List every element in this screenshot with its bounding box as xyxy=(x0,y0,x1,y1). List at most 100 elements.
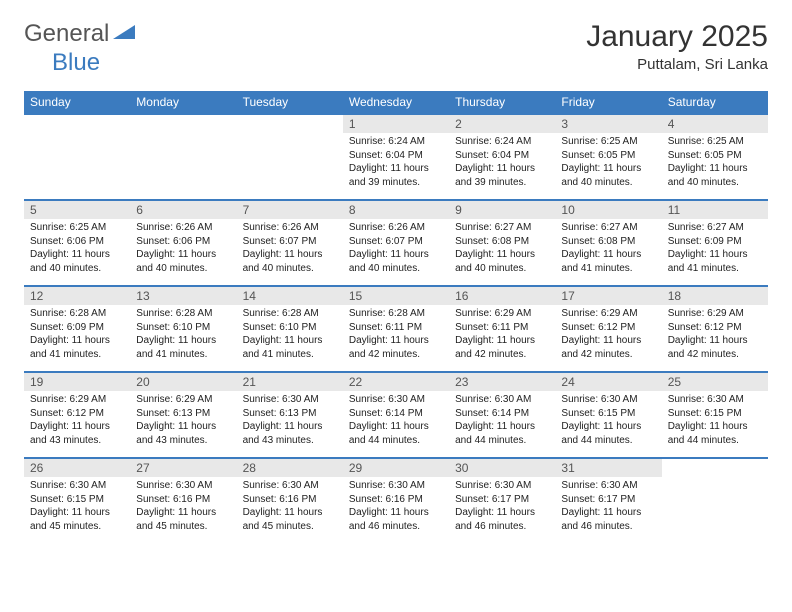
day-details: Sunrise: 6:30 AMSunset: 6:15 PMDaylight:… xyxy=(555,391,661,451)
day-details: Sunrise: 6:30 AMSunset: 6:14 PMDaylight:… xyxy=(343,391,449,451)
column-header: Sunday xyxy=(24,91,130,114)
day-details: Sunrise: 6:24 AMSunset: 6:04 PMDaylight:… xyxy=(343,133,449,193)
calendar-day-cell xyxy=(237,114,343,200)
day-number: 18 xyxy=(662,287,768,305)
calendar-day-cell xyxy=(662,458,768,544)
calendar-day-cell: 7Sunrise: 6:26 AMSunset: 6:07 PMDaylight… xyxy=(237,200,343,286)
calendar-day-cell: 5Sunrise: 6:25 AMSunset: 6:06 PMDaylight… xyxy=(24,200,130,286)
day-number: 29 xyxy=(343,459,449,477)
day-number: 26 xyxy=(24,459,130,477)
calendar-day-cell: 12Sunrise: 6:28 AMSunset: 6:09 PMDayligh… xyxy=(24,286,130,372)
day-details: Sunrise: 6:28 AMSunset: 6:11 PMDaylight:… xyxy=(343,305,449,365)
column-header: Tuesday xyxy=(237,91,343,114)
day-number: 25 xyxy=(662,373,768,391)
day-details: Sunrise: 6:28 AMSunset: 6:09 PMDaylight:… xyxy=(24,305,130,365)
day-details: Sunrise: 6:27 AMSunset: 6:08 PMDaylight:… xyxy=(555,219,661,279)
column-header: Saturday xyxy=(662,91,768,114)
logo-triangle-icon xyxy=(113,23,135,46)
day-details: Sunrise: 6:29 AMSunset: 6:13 PMDaylight:… xyxy=(130,391,236,451)
logo-text-blue: Blue xyxy=(52,49,100,76)
day-details: Sunrise: 6:26 AMSunset: 6:07 PMDaylight:… xyxy=(343,219,449,279)
calendar-day-cell: 18Sunrise: 6:29 AMSunset: 6:12 PMDayligh… xyxy=(662,286,768,372)
calendar-day-cell: 22Sunrise: 6:30 AMSunset: 6:14 PMDayligh… xyxy=(343,372,449,458)
calendar-day-cell: 28Sunrise: 6:30 AMSunset: 6:16 PMDayligh… xyxy=(237,458,343,544)
day-details: Sunrise: 6:25 AMSunset: 6:05 PMDaylight:… xyxy=(662,133,768,193)
logo: General xyxy=(24,20,137,48)
day-number: 27 xyxy=(130,459,236,477)
location-subtitle: Puttalam, Sri Lanka xyxy=(586,56,768,73)
day-details: Sunrise: 6:29 AMSunset: 6:11 PMDaylight:… xyxy=(449,305,555,365)
column-header: Monday xyxy=(130,91,236,114)
column-header: Friday xyxy=(555,91,661,114)
day-number: 30 xyxy=(449,459,555,477)
calendar-day-cell: 31Sunrise: 6:30 AMSunset: 6:17 PMDayligh… xyxy=(555,458,661,544)
day-number: 22 xyxy=(343,373,449,391)
day-number: 19 xyxy=(24,373,130,391)
day-number: 13 xyxy=(130,287,236,305)
day-details: Sunrise: 6:28 AMSunset: 6:10 PMDaylight:… xyxy=(130,305,236,365)
day-details: Sunrise: 6:27 AMSunset: 6:08 PMDaylight:… xyxy=(449,219,555,279)
day-details: Sunrise: 6:30 AMSunset: 6:15 PMDaylight:… xyxy=(24,477,130,537)
calendar-day-cell: 15Sunrise: 6:28 AMSunset: 6:11 PMDayligh… xyxy=(343,286,449,372)
calendar-day-cell: 30Sunrise: 6:30 AMSunset: 6:17 PMDayligh… xyxy=(449,458,555,544)
day-number: 4 xyxy=(662,115,768,133)
day-number: 15 xyxy=(343,287,449,305)
calendar-day-cell: 21Sunrise: 6:30 AMSunset: 6:13 PMDayligh… xyxy=(237,372,343,458)
calendar-week-row: 1Sunrise: 6:24 AMSunset: 6:04 PMDaylight… xyxy=(24,114,768,200)
calendar-day-cell xyxy=(24,114,130,200)
day-number: 14 xyxy=(237,287,343,305)
day-number: 6 xyxy=(130,201,236,219)
day-number: 21 xyxy=(237,373,343,391)
logo-text-general: General xyxy=(24,20,109,48)
calendar-day-cell: 19Sunrise: 6:29 AMSunset: 6:12 PMDayligh… xyxy=(24,372,130,458)
calendar-day-cell xyxy=(130,114,236,200)
calendar-day-cell: 2Sunrise: 6:24 AMSunset: 6:04 PMDaylight… xyxy=(449,114,555,200)
calendar-day-cell: 27Sunrise: 6:30 AMSunset: 6:16 PMDayligh… xyxy=(130,458,236,544)
day-number: 23 xyxy=(449,373,555,391)
day-details: Sunrise: 6:28 AMSunset: 6:10 PMDaylight:… xyxy=(237,305,343,365)
calendar-week-row: 5Sunrise: 6:25 AMSunset: 6:06 PMDaylight… xyxy=(24,200,768,286)
calendar-day-cell: 13Sunrise: 6:28 AMSunset: 6:10 PMDayligh… xyxy=(130,286,236,372)
day-number: 28 xyxy=(237,459,343,477)
calendar-day-cell: 9Sunrise: 6:27 AMSunset: 6:08 PMDaylight… xyxy=(449,200,555,286)
day-number: 20 xyxy=(130,373,236,391)
day-number: 24 xyxy=(555,373,661,391)
day-number: 1 xyxy=(343,115,449,133)
calendar-day-cell: 16Sunrise: 6:29 AMSunset: 6:11 PMDayligh… xyxy=(449,286,555,372)
day-details: Sunrise: 6:24 AMSunset: 6:04 PMDaylight:… xyxy=(449,133,555,193)
day-number: 12 xyxy=(24,287,130,305)
title-block: January 2025 Puttalam, Sri Lanka xyxy=(586,20,768,73)
day-details: Sunrise: 6:29 AMSunset: 6:12 PMDaylight:… xyxy=(555,305,661,365)
day-number: 5 xyxy=(24,201,130,219)
calendar-day-cell: 14Sunrise: 6:28 AMSunset: 6:10 PMDayligh… xyxy=(237,286,343,372)
day-details: Sunrise: 6:25 AMSunset: 6:06 PMDaylight:… xyxy=(24,219,130,279)
calendar-day-cell: 23Sunrise: 6:30 AMSunset: 6:14 PMDayligh… xyxy=(449,372,555,458)
day-details: Sunrise: 6:30 AMSunset: 6:16 PMDaylight:… xyxy=(343,477,449,537)
calendar-day-cell: 10Sunrise: 6:27 AMSunset: 6:08 PMDayligh… xyxy=(555,200,661,286)
calendar-day-cell: 29Sunrise: 6:30 AMSunset: 6:16 PMDayligh… xyxy=(343,458,449,544)
day-number: 11 xyxy=(662,201,768,219)
day-details: Sunrise: 6:26 AMSunset: 6:06 PMDaylight:… xyxy=(130,219,236,279)
day-number: 7 xyxy=(237,201,343,219)
calendar-week-row: 26Sunrise: 6:30 AMSunset: 6:15 PMDayligh… xyxy=(24,458,768,544)
day-details: Sunrise: 6:29 AMSunset: 6:12 PMDaylight:… xyxy=(662,305,768,365)
day-details: Sunrise: 6:26 AMSunset: 6:07 PMDaylight:… xyxy=(237,219,343,279)
day-details: Sunrise: 6:29 AMSunset: 6:12 PMDaylight:… xyxy=(24,391,130,451)
day-details: Sunrise: 6:30 AMSunset: 6:17 PMDaylight:… xyxy=(555,477,661,537)
calendar-day-cell: 8Sunrise: 6:26 AMSunset: 6:07 PMDaylight… xyxy=(343,200,449,286)
calendar-day-cell: 6Sunrise: 6:26 AMSunset: 6:06 PMDaylight… xyxy=(130,200,236,286)
calendar-day-cell: 26Sunrise: 6:30 AMSunset: 6:15 PMDayligh… xyxy=(24,458,130,544)
day-details: Sunrise: 6:30 AMSunset: 6:17 PMDaylight:… xyxy=(449,477,555,537)
day-details: Sunrise: 6:30 AMSunset: 6:16 PMDaylight:… xyxy=(130,477,236,537)
day-number: 8 xyxy=(343,201,449,219)
day-number: 16 xyxy=(449,287,555,305)
calendar-day-cell: 25Sunrise: 6:30 AMSunset: 6:15 PMDayligh… xyxy=(662,372,768,458)
day-details: Sunrise: 6:30 AMSunset: 6:16 PMDaylight:… xyxy=(237,477,343,537)
day-details: Sunrise: 6:27 AMSunset: 6:09 PMDaylight:… xyxy=(662,219,768,279)
day-number: 17 xyxy=(555,287,661,305)
calendar-day-cell: 24Sunrise: 6:30 AMSunset: 6:15 PMDayligh… xyxy=(555,372,661,458)
calendar-day-cell: 3Sunrise: 6:25 AMSunset: 6:05 PMDaylight… xyxy=(555,114,661,200)
calendar-table: SundayMondayTuesdayWednesdayThursdayFrid… xyxy=(24,91,768,544)
day-details: Sunrise: 6:30 AMSunset: 6:14 PMDaylight:… xyxy=(449,391,555,451)
column-header: Thursday xyxy=(449,91,555,114)
